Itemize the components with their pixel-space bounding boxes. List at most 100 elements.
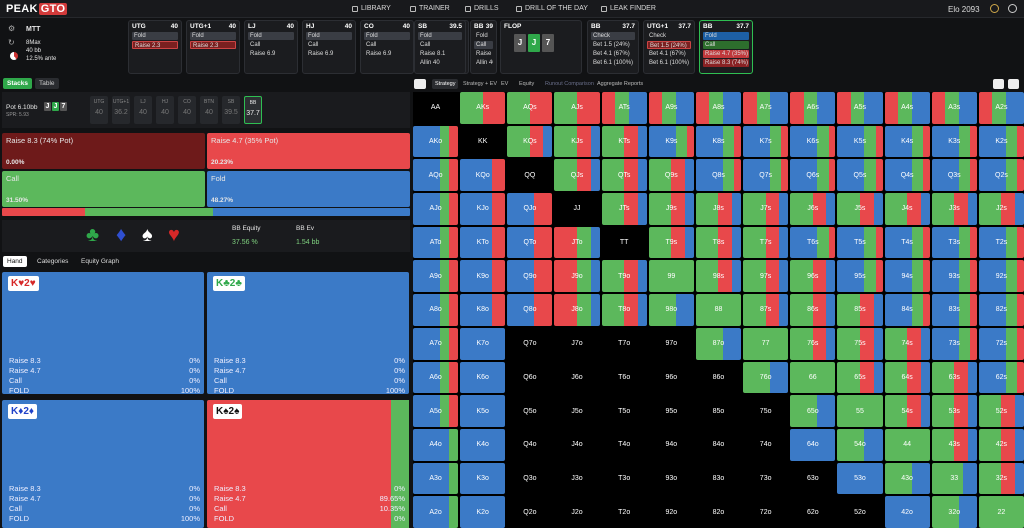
hand-card[interactable]: K♣2♣ Raise 8.3 0% Raise 4.7 0% Call 0% FOLD 100%: [207, 272, 409, 395]
hand-cell[interactable]: 72o: [743, 496, 789, 528]
hand-cell[interactable]: 32s: [978, 462, 1024, 495]
hand-cell[interactable]: T8s: [695, 226, 742, 259]
hand-cell[interactable]: K3s: [931, 125, 977, 158]
user-icon[interactable]: [1008, 4, 1017, 15]
street-card-bb[interactable]: BB 37.7 Check Bet 1.5 (24%) Bet 4.1 (67%)…: [587, 20, 639, 74]
hand-cell[interactable]: T4s: [884, 226, 930, 259]
hand-cell[interactable]: KQo: [460, 159, 506, 192]
hand-cell[interactable]: QJs: [554, 159, 600, 192]
hand-cell[interactable]: Q2o: [507, 496, 553, 528]
action-item[interactable]: Raise 6.9: [308, 51, 334, 57]
tab-hand[interactable]: Hand: [3, 256, 27, 267]
hand-cell[interactable]: Q7o: [507, 327, 553, 360]
hand-cell[interactable]: Q3s: [931, 159, 977, 192]
position-card-sb[interactable]: SB 39.5 Fold Call Raise 8.1 Allin 40: [414, 20, 466, 74]
hand-cell[interactable]: T5o: [601, 395, 647, 427]
action-item[interactable]: Call: [420, 42, 431, 48]
hand-cell[interactable]: 76s: [790, 327, 836, 360]
hand-cell[interactable]: 88: [695, 294, 742, 326]
hand-cell[interactable]: JTs: [601, 193, 647, 225]
action-item[interactable]: Raise 2.3: [132, 41, 178, 49]
settings-icon[interactable]: ⚙: [8, 24, 16, 33]
hand-cell[interactable]: A3o: [413, 462, 459, 495]
hand-cell[interactable]: 85o: [695, 395, 742, 427]
hand-cell[interactable]: Q4o: [507, 428, 553, 461]
action-bet-mid[interactable]: Bet 4.1 (67%): [593, 51, 630, 57]
action-item[interactable]: Fold: [132, 32, 178, 40]
action-raise-4-7[interactable]: Raise 4.7 (35% Pot) 20.23%: [207, 133, 410, 169]
action-item[interactable]: Allin 40: [476, 60, 493, 66]
hand-cell[interactable]: 74o: [743, 428, 789, 461]
hand-cell[interactable]: 76o: [743, 361, 789, 394]
hand-cell[interactable]: K2o: [460, 496, 506, 528]
hand-cell[interactable]: 62s: [978, 361, 1024, 394]
hand-cell[interactable]: JJ: [554, 193, 600, 225]
action-item[interactable]: Raise 6.9: [250, 51, 276, 57]
action-item[interactable]: Raise 8.1: [476, 51, 493, 57]
action-call[interactable]: Call 31.50%: [2, 171, 205, 207]
action-raise-small[interactable]: Raise 4.7 (35%): [703, 50, 749, 58]
hand-cell[interactable]: KTo: [460, 226, 506, 259]
action-bet-big[interactable]: Bet 6.1 (100%): [649, 60, 690, 66]
action-item[interactable]: Fold: [306, 32, 352, 40]
hand-cell[interactable]: Q8o: [507, 294, 553, 326]
action-check[interactable]: Check: [649, 33, 667, 39]
hand-cell[interactable]: AQo: [413, 159, 459, 192]
brand-logo[interactable]: PEAK GTO: [6, 3, 68, 15]
hand-cell[interactable]: AKs: [460, 92, 506, 124]
refresh-icon[interactable]: ↻: [8, 38, 15, 47]
hand-cell[interactable]: 33: [931, 462, 977, 495]
hand-cell[interactable]: K6o: [460, 361, 506, 394]
hand-cell[interactable]: 73o: [743, 462, 789, 495]
hand-cell[interactable]: J7s: [743, 193, 789, 225]
hand-cell[interactable]: 83o: [695, 462, 742, 495]
grid-toggle-icon[interactable]: [414, 79, 426, 89]
grid-tab-ev[interactable]: EV: [501, 81, 509, 87]
spade-icon[interactable]: ♠: [142, 224, 153, 246]
hand-cell[interactable]: K2s: [978, 125, 1024, 158]
hand-cell[interactable]: J5o: [554, 395, 600, 427]
hand-cell[interactable]: T8o: [601, 294, 647, 326]
hand-cell[interactable]: K5o: [460, 395, 506, 427]
hand-cell[interactable]: K6s: [790, 125, 836, 158]
hand-cell[interactable]: 73s: [931, 327, 977, 360]
hand-cell[interactable]: K8o: [460, 294, 506, 326]
hand-cell[interactable]: Q8s: [695, 159, 742, 192]
action-item[interactable]: Raise 8.1: [420, 51, 446, 57]
hand-cell[interactable]: T6s: [790, 226, 836, 259]
hand-cell[interactable]: K4s: [884, 125, 930, 158]
hand-cell[interactable]: T7o: [601, 327, 647, 360]
action-item[interactable]: Fold: [364, 32, 410, 40]
seat-btn[interactable]: BTN 40: [200, 96, 218, 124]
tab-equity-graph[interactable]: Equity Graph: [81, 258, 119, 265]
action-bet-small[interactable]: Bet 1.5 (24%): [593, 42, 630, 48]
hand-cell[interactable]: TT: [601, 226, 647, 259]
hand-cell[interactable]: KK: [460, 125, 506, 158]
action-check[interactable]: Check: [591, 32, 635, 40]
hand-cell[interactable]: 64s: [884, 361, 930, 394]
hand-cell[interactable]: 65s: [837, 361, 883, 394]
hand-cell[interactable]: 95s: [837, 260, 883, 293]
hand-cell[interactable]: K9o: [460, 260, 506, 293]
street-card-bb-active[interactable]: BB 37.7 Fold Call Raise 4.7 (35%) Raise 8…: [699, 20, 753, 74]
hand-cell[interactable]: AJs: [554, 92, 600, 124]
hand-cell[interactable]: 22: [978, 496, 1024, 528]
grid-tab-aggregate-reports[interactable]: Aggregate Reports: [597, 81, 644, 87]
hand-cell[interactable]: 42s: [978, 428, 1024, 461]
position-card-co[interactable]: CO 40 Fold Call Raise 6.9: [360, 20, 414, 74]
hand-cell[interactable]: K7o: [460, 327, 506, 360]
hand-cell[interactable]: 92s: [978, 260, 1024, 293]
hand-cell[interactable]: 43s: [931, 428, 977, 461]
seat-co[interactable]: CO 40: [178, 96, 196, 124]
hand-cell[interactable]: J2o: [554, 496, 600, 528]
hand-cell[interactable]: 87o: [695, 327, 742, 360]
hand-cell[interactable]: Q9s: [648, 159, 694, 192]
hand-cell[interactable]: QQ: [507, 159, 553, 192]
hand-cell[interactable]: 92o: [648, 496, 694, 528]
hand-cell[interactable]: 72s: [978, 327, 1024, 360]
hand-cell[interactable]: A2o: [413, 496, 459, 528]
hand-cell[interactable]: 43o: [884, 462, 930, 495]
hand-cell[interactable]: Q6o: [507, 361, 553, 394]
hand-cell[interactable]: 94s: [884, 260, 930, 293]
hand-cell[interactable]: 82o: [695, 496, 742, 528]
